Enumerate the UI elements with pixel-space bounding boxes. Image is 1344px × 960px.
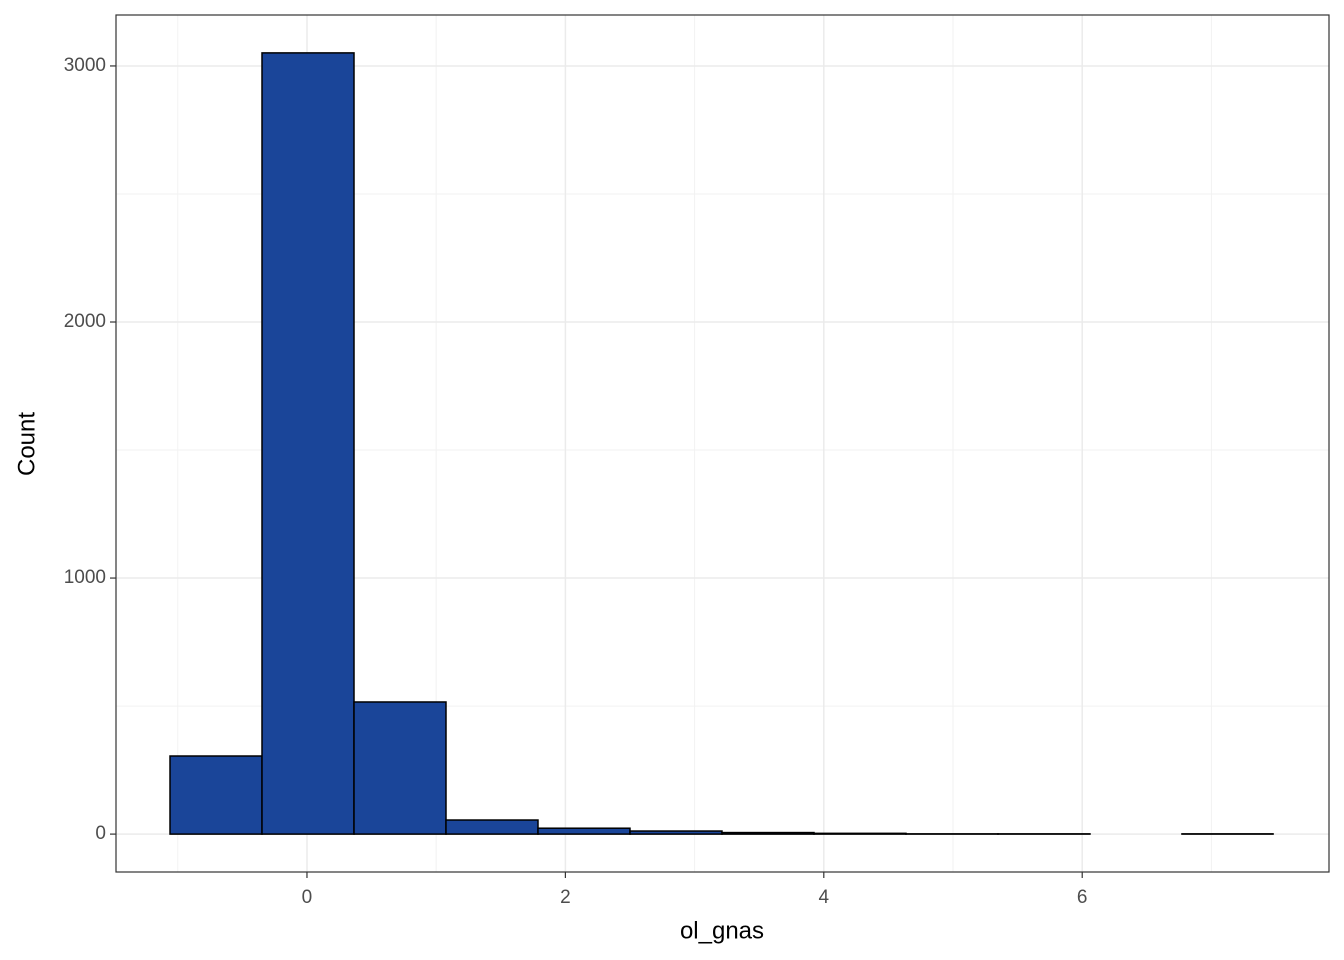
bar bbox=[537, 827, 631, 835]
x-tick-label: 2 bbox=[560, 887, 571, 908]
bar bbox=[813, 832, 907, 835]
y-tick-label: 3000 bbox=[64, 55, 106, 76]
x-tick-label: 4 bbox=[819, 887, 830, 908]
y-axis-title: Count bbox=[13, 412, 40, 476]
bar bbox=[353, 701, 447, 835]
y-tick-label: 0 bbox=[95, 823, 106, 844]
bar bbox=[629, 830, 723, 835]
bar bbox=[261, 52, 355, 835]
x-tick-label: 6 bbox=[1077, 887, 1088, 908]
x-axis-title: ol_gnas bbox=[680, 917, 764, 944]
panel-border bbox=[115, 14, 1330, 873]
y-tick-label: 1000 bbox=[64, 567, 106, 588]
bar bbox=[169, 755, 263, 835]
x-tick-label: 0 bbox=[302, 887, 313, 908]
bar bbox=[445, 819, 539, 835]
bar bbox=[721, 831, 815, 835]
y-tick-label: 2000 bbox=[64, 311, 106, 332]
